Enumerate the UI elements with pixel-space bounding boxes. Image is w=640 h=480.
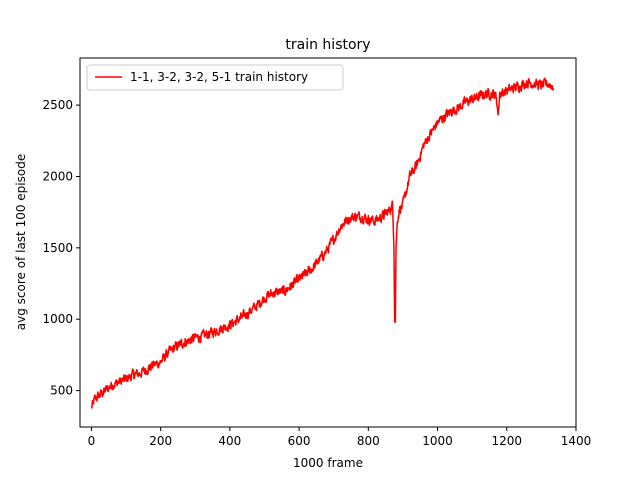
- y-tick-label: 2000: [42, 169, 73, 183]
- x-tick-label: 1000: [422, 434, 453, 448]
- x-tick-label: 1400: [561, 434, 592, 448]
- y-axis-ticks: 500 1000 1500 2000 2500: [42, 98, 80, 398]
- legend: 1-1, 3-2, 3-2, 5-1 train history: [86, 64, 344, 91]
- series-line: [90, 77, 555, 409]
- x-tick-label: 400: [218, 434, 241, 448]
- x-tick-label: 600: [288, 434, 311, 448]
- x-axis-label: 1000 frame: [293, 456, 363, 470]
- plot-frame: [79, 57, 577, 428]
- legend-entry-label: 1-1, 3-2, 3-2, 5-1 train history: [130, 70, 308, 84]
- y-tick-label: 1500: [42, 241, 73, 255]
- chart-title: train history: [285, 37, 370, 53]
- x-axis-ticks: 0 200 400 600 800 1000 1200 1400: [88, 427, 592, 448]
- y-tick-label: 500: [50, 384, 73, 398]
- plot-area: [79, 57, 577, 428]
- x-tick-label: 200: [149, 434, 172, 448]
- legend-box: [86, 64, 344, 91]
- x-tick-label: 800: [357, 434, 380, 448]
- y-tick-label: 1000: [42, 312, 73, 326]
- y-tick-label: 2500: [42, 98, 73, 112]
- x-tick-label: 1200: [492, 434, 523, 448]
- x-tick-label: 0: [88, 434, 96, 448]
- y-axis-label: avg score of last 100 episode: [14, 154, 28, 330]
- series-layer: [90, 77, 555, 409]
